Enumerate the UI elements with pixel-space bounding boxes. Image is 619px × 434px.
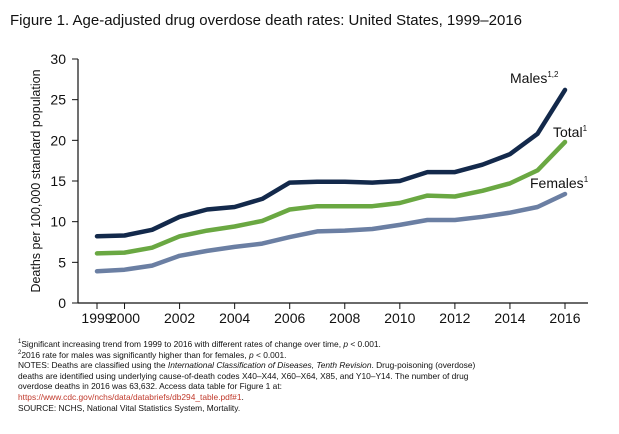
series-line-males — [94, 87, 568, 239]
series-line-total — [94, 139, 568, 256]
y-tick-label: 10 — [50, 214, 66, 230]
series-label-name: Total — [553, 124, 583, 140]
notes-icd-title: International Classification of Diseases… — [167, 360, 372, 371]
footnote-1-marker: 1 — [18, 339, 22, 345]
y-tick-label: 15 — [50, 173, 66, 189]
series-line-females — [94, 191, 568, 274]
x-tick-label: 2016 — [549, 310, 580, 326]
data-table-line: https://www.cdc.gov/nchs/data/databriefs… — [18, 392, 608, 403]
series-label-males: Males1,2 — [510, 70, 559, 86]
x-tick-label: 2008 — [329, 310, 360, 326]
y-tick-label: 30 — [50, 51, 66, 67]
notes-line-1: NOTES: Deaths are classified using the I… — [18, 360, 608, 371]
x-tick-label: 2010 — [384, 310, 415, 326]
series-label-total: Total1 — [553, 124, 588, 140]
footnote-2-end: < 0.001. — [253, 349, 287, 360]
y-tick-label: 5 — [58, 254, 66, 270]
y-axis-label: Deaths per 100,000 standard population — [29, 69, 43, 292]
footnote-1: 1Significant increasing trend from 1999 … — [18, 339, 608, 350]
y-tick-label: 20 — [50, 132, 66, 148]
footnote-1-p: p — [343, 339, 349, 349]
data-table-link[interactable]: https://www.cdc.gov/nchs/data/databriefs… — [18, 391, 242, 402]
notes-text-a: NOTES: Deaths are classified using the — [18, 360, 168, 371]
x-tick-label: 2000 — [109, 310, 140, 326]
figure-notes: 1Significant increasing trend from 1999 … — [18, 339, 608, 413]
x-tick-label: 2004 — [219, 310, 250, 326]
source-line: SOURCE: NCHS, National Vital Statistics … — [18, 402, 241, 413]
notes-text-b: . Drug-poisoning (overdose) — [371, 360, 476, 371]
footnote-2: 22016 rate for males was significantly h… — [18, 350, 608, 361]
series-label-footnote: 1 — [584, 175, 589, 184]
figure-title: Figure 1. Age-adjusted drug overdose dea… — [10, 12, 523, 29]
y-tick-label: 25 — [50, 92, 66, 108]
series-label-footnote: 1,2 — [547, 70, 559, 79]
x-tick-label: 2006 — [274, 310, 305, 326]
x-tick-label: 2014 — [494, 310, 525, 326]
series-label-name: Males — [510, 70, 547, 86]
x-tick-label: 1999 — [81, 310, 112, 326]
footnote-1-text: Significant increasing trend from 1999 t… — [21, 339, 344, 349]
series-label-name: Females — [530, 175, 584, 191]
footnote-2-marker: 2 — [18, 349, 22, 356]
footnote-1-end: < 0.001. — [348, 339, 381, 349]
x-tick-label: 2012 — [439, 310, 470, 326]
notes-line-2: deaths are identified using underlying c… — [18, 370, 469, 381]
x-tick-label: 2002 — [164, 310, 195, 326]
y-tick-label: 0 — [58, 295, 66, 311]
notes-line-3: overdose deaths in 2016 was 63,632. Acce… — [18, 381, 282, 392]
series-label-females: Females1 — [530, 175, 589, 191]
series-label-footnote: 1 — [583, 124, 588, 133]
data-table-link-end: . — [241, 391, 244, 402]
footnote-2-text: 2016 rate for males was significantly hi… — [21, 349, 249, 360]
footnote-2-p: p — [248, 349, 254, 360]
